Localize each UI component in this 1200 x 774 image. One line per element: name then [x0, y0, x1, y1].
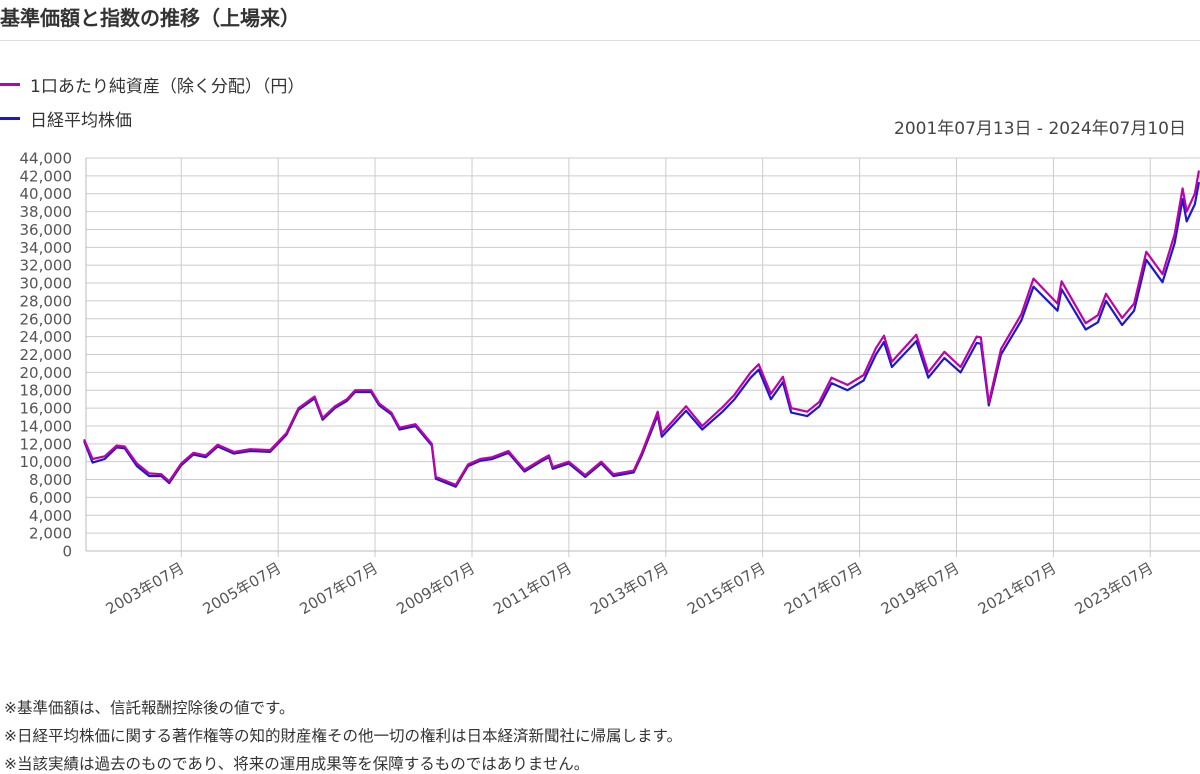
legend-label-nav: 1口あたり純資産（除く分配）（円） — [30, 76, 305, 97]
y-tick-label: 12,000 — [20, 435, 73, 453]
x-tick-label: 2009年07月 — [393, 559, 478, 618]
x-tick-label: 2011年07月 — [490, 559, 575, 618]
x-tick-label: 2021年07月 — [975, 559, 1060, 618]
y-tick-label: 44,000 — [20, 150, 73, 168]
y-tick-label: 26,000 — [20, 310, 73, 328]
y-tick-label: 16,000 — [20, 400, 73, 418]
y-tick-label: 8,000 — [29, 471, 72, 489]
x-tick-label: 2007年07月 — [296, 559, 381, 618]
y-tick-label: 14,000 — [20, 417, 73, 435]
line-chart[interactable]: 02,0004,0006,0008,00010,00012,00014,0001… — [0, 140, 1200, 650]
page-title: 基準価額と指数の推移（上場来） — [0, 6, 300, 30]
y-tick-label: 32,000 — [20, 257, 73, 275]
y-axis-ticks: 02,0004,0006,0008,00010,00012,00014,0001… — [20, 150, 73, 561]
y-tick-label: 36,000 — [20, 221, 73, 239]
note-2: ※日経平均株価に関する著作権等の知的財産権その他一切の権利は日本経済新聞社に帰属… — [4, 727, 682, 745]
legend-item-nav[interactable]: 1口あたり純資産（除く分配）（円） — [0, 72, 500, 97]
x-tick-label: 2015年07月 — [684, 559, 769, 618]
legend-label-nikkei: 日経平均株価 — [30, 110, 132, 131]
grid-lines — [86, 157, 1200, 557]
x-tick-label: 2005年07月 — [200, 559, 285, 618]
title-divider — [0, 40, 1200, 41]
y-tick-label: 24,000 — [20, 328, 73, 346]
y-tick-label: 28,000 — [20, 292, 73, 310]
x-tick-label: 2023年07月 — [1072, 559, 1157, 618]
y-tick-label: 4,000 — [29, 507, 72, 525]
x-tick-label: 2003年07月 — [103, 559, 188, 618]
series-line-nav — [83, 170, 1200, 486]
y-tick-label: 10,000 — [20, 453, 73, 471]
date-range: 2001年07月13日 - 2024年07月10日 — [894, 119, 1186, 139]
legend-item-nikkei[interactable]: 日経平均株価 — [0, 106, 500, 131]
x-axis-ticks: 2003年07月 2005年07月 2007年07月 2009年07月 2011年07月… — [103, 559, 1157, 618]
y-tick-label: 30,000 — [20, 275, 73, 293]
series-line-nikkei — [83, 181, 1200, 488]
x-tick-label: 2017年07月 — [781, 559, 866, 618]
legend-swatch-nikkei — [0, 116, 20, 120]
y-tick-label: 18,000 — [20, 382, 73, 400]
note-1: ※基準価額は、信託報酬控除後の値です。 — [4, 699, 295, 717]
y-tick-label: 38,000 — [20, 203, 73, 221]
y-tick-label: 34,000 — [20, 239, 73, 257]
y-tick-label: 2,000 — [29, 525, 72, 543]
y-tick-label: 40,000 — [20, 185, 73, 203]
x-tick-label: 2013年07月 — [587, 559, 672, 618]
y-tick-label: 22,000 — [20, 346, 73, 364]
y-tick-label: 6,000 — [29, 489, 72, 507]
y-tick-label: 20,000 — [20, 364, 73, 382]
note-3: ※当該実績は過去のものであり、将来の運用成果等を保障するものではありません。 — [4, 755, 590, 773]
x-tick-label: 2019年07月 — [878, 559, 963, 618]
y-tick-label: 0 — [62, 543, 72, 561]
y-tick-label: 42,000 — [20, 167, 73, 185]
legend-swatch-nav — [0, 82, 20, 86]
